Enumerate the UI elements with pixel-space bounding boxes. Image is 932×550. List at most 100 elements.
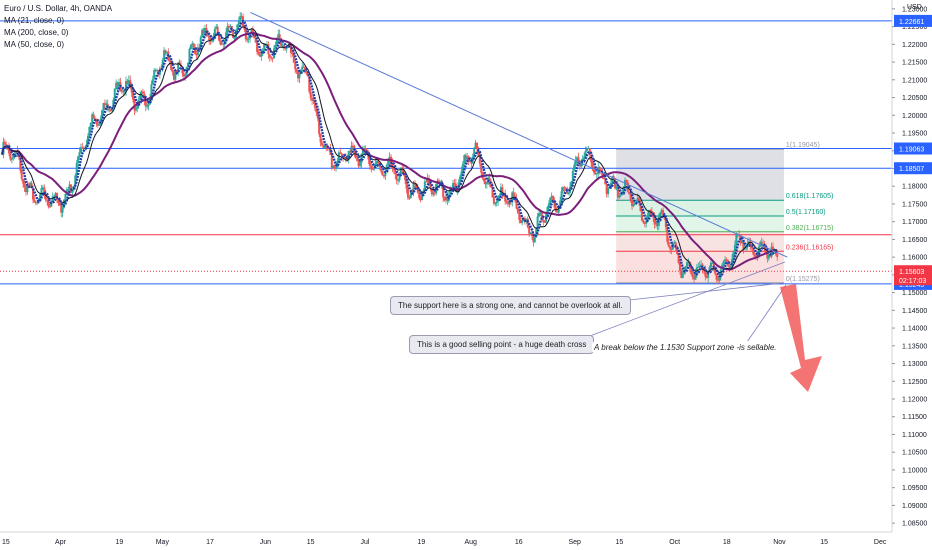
candle-body [195,54,198,56]
candle-body [429,183,432,189]
candle-body [532,236,535,243]
candle-body [740,241,743,243]
candle-body [526,218,529,228]
candle-body [67,189,70,191]
candle-body [614,178,617,189]
candle-body [182,73,185,77]
candle-body [33,199,36,203]
candle-body [291,53,294,55]
support-note[interactable]: The support here is a strong one, and ca… [390,296,631,315]
candle-body [139,94,142,100]
candle-body [480,163,483,173]
candle-body [530,233,533,237]
candle-body [533,237,536,243]
candle-body [507,202,510,205]
currency-label: USD [907,4,922,11]
candle-body [375,160,378,164]
candle-body [584,151,587,157]
candle-body [101,110,104,119]
candle-body [484,181,487,185]
candle-body [559,200,562,206]
candle-body [105,103,108,106]
candle-body [605,184,608,195]
break-note[interactable]: A break below the 1.1530 Support zone -i… [592,341,779,354]
candle-body [77,156,80,164]
candle-body [30,182,33,188]
candle-body [312,100,315,102]
price-tick-label: 1.09000 [902,503,927,510]
candle-body [759,241,762,247]
price-tick-label: 1.10000 [902,467,927,474]
candle-body [308,76,311,92]
candle-body [24,187,27,193]
price-tag-label: 1.22661 [899,19,924,26]
candle-body [251,29,254,33]
current-price-tag [894,265,932,286]
candle-body [588,148,591,156]
candle-body [274,44,277,49]
candle-body [695,267,698,273]
candle-body [567,192,570,194]
fib-level-label: 0.5(1.17160) [786,209,826,216]
candle-body [134,108,137,111]
candle-body [745,246,748,249]
candle-body [347,150,350,160]
candle-body [494,203,497,205]
candle-body [243,26,246,30]
candle-body [388,156,391,160]
candle-body [471,156,474,164]
candle-body [112,99,115,108]
candle-body [594,172,597,174]
candle-body [762,244,765,246]
candle-body [505,201,508,203]
time-tick-label: 15 [820,539,828,546]
candle-body [61,207,64,213]
candle-body [595,173,598,175]
candle-body [687,261,690,263]
candle-body [659,212,662,216]
candle-body [649,210,652,212]
candle-body [163,50,166,61]
candle-body [344,157,347,161]
candle-body [368,159,371,166]
candle-body [618,195,621,198]
candle-body [226,26,229,33]
candle-body [546,206,549,215]
candle-body [622,186,625,193]
candle-body [607,187,610,195]
candle-body [370,165,373,170]
candle-body [172,72,175,80]
candle-body [750,246,753,249]
candle-body [574,160,577,165]
candle-body [585,148,588,152]
candle-body [51,196,54,202]
price-tick-label: 1.13000 [902,361,927,368]
price-tick-label: 1.08500 [902,521,927,528]
candle-body [470,161,473,164]
candle-body [380,167,383,172]
candle-body [398,174,401,181]
candle-body [282,45,285,48]
candle-body [315,107,318,113]
candle-body [302,66,305,68]
candle-body [381,171,384,176]
candle-body [189,44,192,50]
candle-body [257,51,260,54]
candle-body [708,267,711,273]
death-cross-note[interactable]: This is a good selling point - a huge de… [409,335,595,354]
candle-body [430,188,433,195]
candle-body [275,39,278,45]
price-tick-label: 1.21000 [902,77,927,84]
candle-body [98,124,101,126]
candle-body [508,200,511,205]
candle-body [604,178,607,185]
candle-body [391,163,394,168]
candle-body [753,254,756,257]
candle-body [729,267,732,269]
candle-body [316,112,319,119]
candle-body [191,43,194,45]
candle-body [452,183,455,189]
candle-body [305,71,308,73]
candle-body [446,196,449,201]
